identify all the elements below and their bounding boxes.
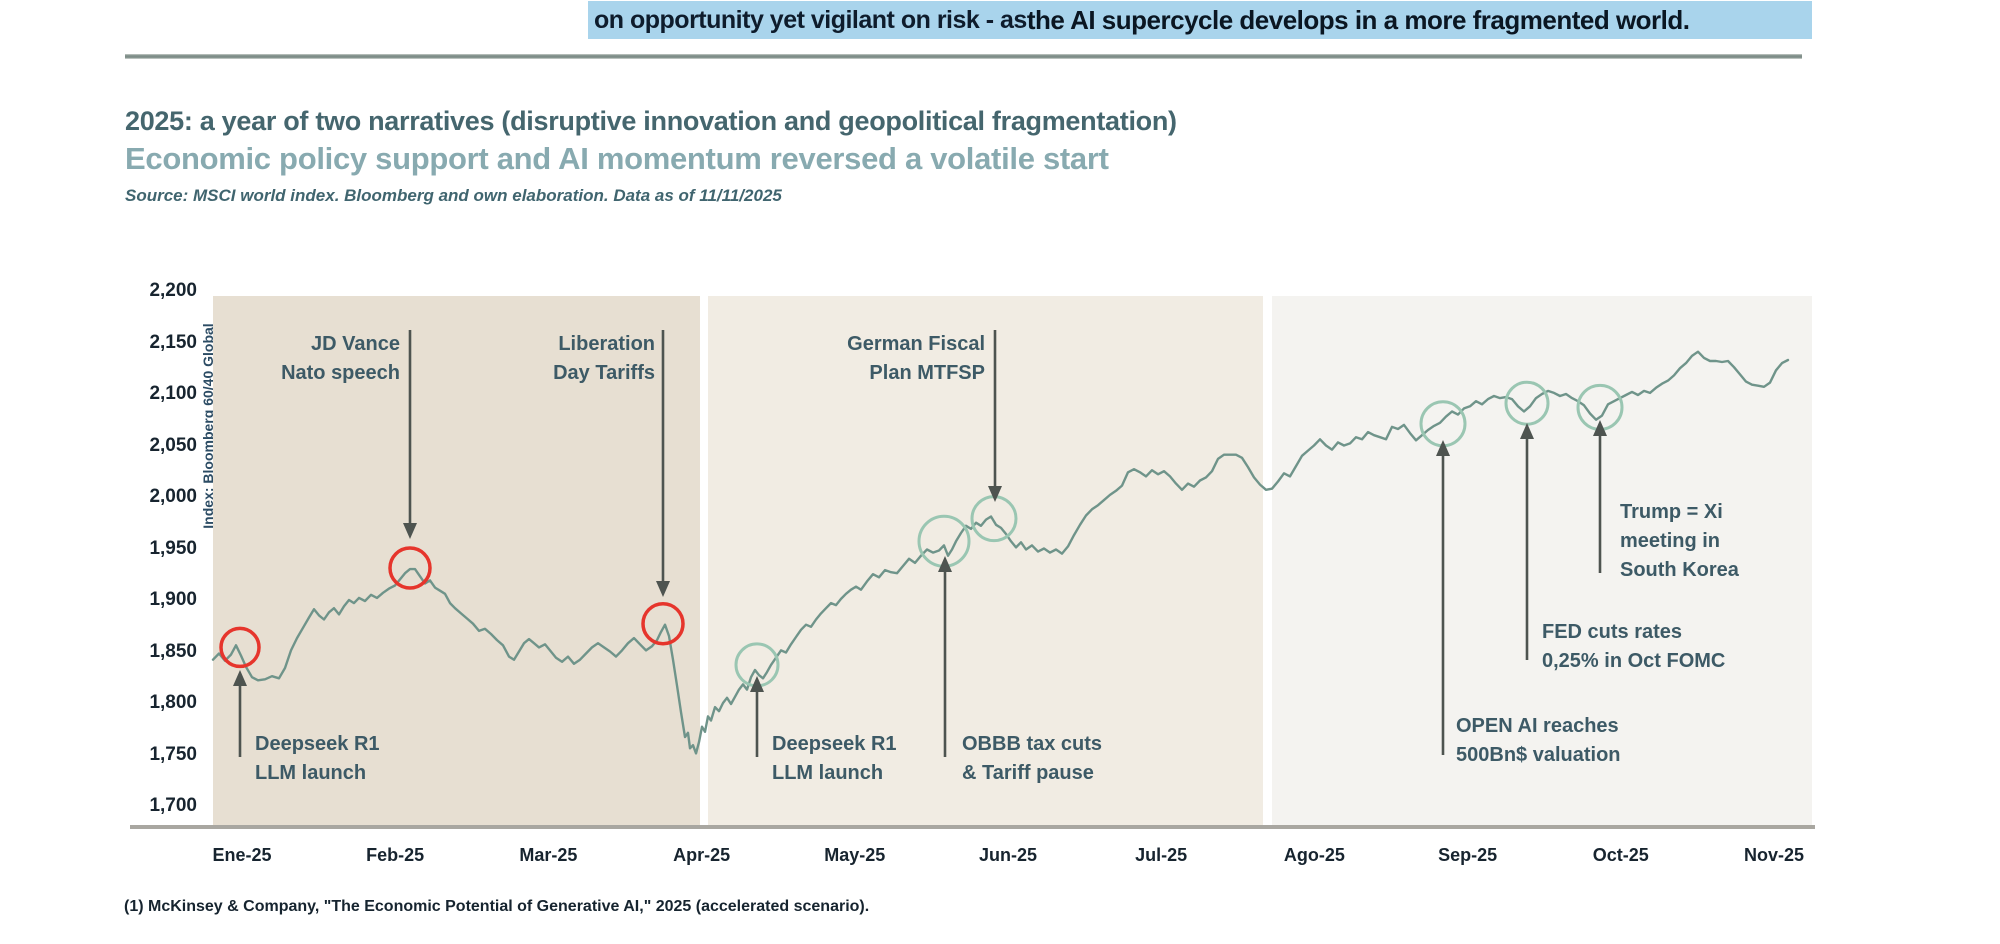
index-line: [211, 350, 1790, 755]
highlight-text-regular: on opportunity yet vigilant on risk - as: [594, 5, 1027, 34]
y-tick-label: 1,950: [149, 537, 197, 559]
y-tick-label: 1,750: [149, 743, 197, 765]
x-tick-label: Oct-25: [1592, 845, 1649, 865]
annotation-trump-xi: Trump = Xi meeting in South Korea: [1620, 501, 1739, 581]
annotation-fed: FED cuts rates 0,25% in Oct FOMC: [1542, 621, 1726, 672]
chart-source: Source: MSCI world index. Bloomberg and …: [125, 186, 782, 205]
chart-title: 2025: a year of two narratives (disrupti…: [125, 106, 1177, 136]
y-tick-label: 2,100: [149, 383, 197, 404]
highlight-text-bold: the AI supercycle develops in a more fra…: [1026, 4, 1690, 35]
chart-region: [1272, 296, 1812, 827]
event-arrowhead: [1436, 440, 1450, 456]
event-arrowhead: [938, 556, 952, 572]
annotation-openai: OPEN AI reaches 500Bn$ valuation: [1456, 715, 1621, 766]
chart-region: [213, 296, 700, 827]
y-tick-label: 1,800: [149, 692, 197, 713]
event-arrowhead: [233, 670, 247, 686]
event-circle-red: [219, 626, 261, 669]
x-tick-label: Ene-25: [212, 845, 272, 865]
event-arrowhead: [988, 486, 1002, 502]
chart-region: [708, 296, 1263, 827]
y-tick-label: 2,000: [149, 486, 197, 507]
event-arrowhead: [1520, 423, 1534, 439]
chart-subtitle: Economic policy support and AI momentum …: [125, 141, 1109, 176]
x-tick-label: Feb-25: [366, 845, 425, 865]
annotation-jd-vance: JD Vance Nato speech: [281, 333, 400, 384]
divider-rule: [125, 54, 1802, 59]
x-tick-label: Sep-25: [1438, 845, 1498, 865]
annotation-liberation: Liberation Day Tariffs: [553, 333, 655, 384]
annotation-obbb: OBBB tax cuts & Tariff pause: [962, 733, 1103, 784]
x-tick-label: Ago-25: [1283, 845, 1345, 865]
event-circle-red: [388, 546, 432, 590]
x-tick-label: Mar-25: [519, 845, 578, 865]
annotation-deepseek-may: Deepseek R1 LLM launch: [772, 733, 897, 784]
y-tick-label: 2,200: [149, 280, 197, 301]
y-tick-label: 1,900: [149, 589, 197, 610]
annotation-deepseek-jan: Deepseek R1 LLM launch: [255, 733, 380, 784]
event-arrowhead: [750, 676, 764, 692]
y-tick-label: 2,050: [149, 434, 197, 456]
x-tick-label: Nov-25: [1743, 845, 1805, 865]
event-circle-red: [641, 601, 685, 646]
event-arrowhead: [1593, 420, 1607, 436]
footnote: (1) McKinsey & Company, "The Economic Po…: [124, 898, 870, 915]
y-tick-label: 1,700: [149, 795, 197, 816]
event-arrowhead: [656, 581, 670, 597]
event-arrowhead: [403, 523, 417, 539]
x-tick-label: Jul-25: [1135, 845, 1188, 865]
highlight-banner: on opportunity yet vigilant on risk - as…: [588, 1, 1812, 39]
y-tick-label: 2,150: [149, 331, 197, 353]
annotation-german-fiscal: German Fiscal Plan MTFSP: [847, 333, 985, 384]
x-tick-label: May-25: [824, 845, 886, 865]
x-tick-label: Jun-25: [978, 845, 1038, 865]
x-tick-label: Apr-25: [673, 845, 731, 865]
y-tick-label: 1,850: [149, 640, 197, 662]
